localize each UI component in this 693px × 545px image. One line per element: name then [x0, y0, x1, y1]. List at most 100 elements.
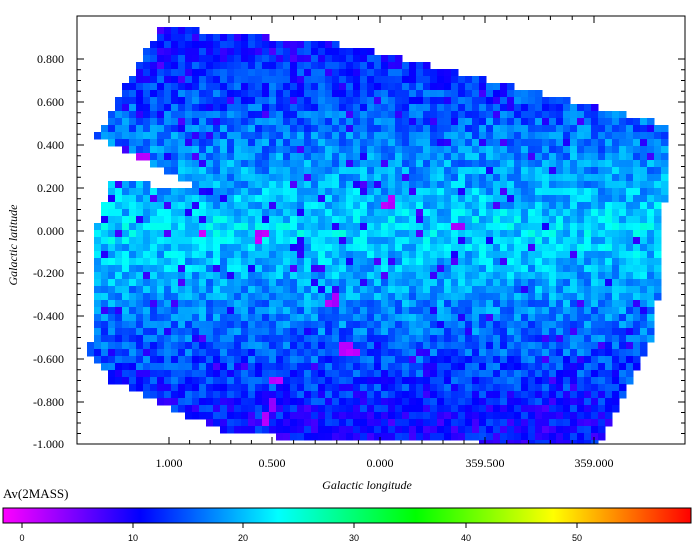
av-cell — [157, 300, 165, 308]
av-cell — [122, 132, 130, 140]
av-cell — [409, 300, 417, 308]
av-cell — [290, 146, 298, 154]
av-cell — [353, 160, 361, 168]
av-cell — [402, 167, 410, 175]
av-cell — [367, 160, 375, 168]
av-cell — [220, 132, 228, 140]
av-cell — [227, 223, 235, 231]
av-cell — [626, 118, 634, 126]
av-cell — [346, 419, 354, 427]
av-cell — [248, 363, 256, 371]
av-cell — [136, 181, 144, 189]
av-cell — [479, 279, 487, 287]
av-cell — [591, 118, 599, 126]
av-cell — [367, 230, 375, 238]
av-cell — [430, 76, 438, 84]
av-cell — [458, 125, 466, 133]
av-cell — [500, 153, 508, 161]
av-cell — [605, 167, 613, 175]
av-cell — [283, 272, 291, 280]
av-cell — [276, 398, 284, 406]
av-cell — [381, 188, 389, 196]
av-cell — [444, 195, 452, 203]
av-cell — [598, 328, 606, 336]
av-cell — [178, 90, 186, 98]
av-cell — [528, 349, 536, 357]
av-cell — [479, 265, 487, 273]
av-cell — [143, 118, 151, 126]
av-cell — [507, 356, 515, 364]
av-cell — [633, 300, 641, 308]
av-cell — [318, 237, 326, 245]
av-cell — [297, 174, 305, 182]
av-cell — [416, 174, 424, 182]
av-cell — [472, 377, 480, 385]
av-cell — [283, 167, 291, 175]
av-cell — [276, 125, 284, 133]
av-cell — [101, 349, 109, 357]
av-cell — [122, 195, 130, 203]
av-cell — [220, 55, 228, 63]
av-cell — [528, 342, 536, 350]
av-cell — [192, 55, 200, 63]
av-cell — [549, 335, 557, 343]
av-cell — [311, 244, 319, 252]
av-cell — [402, 76, 410, 84]
av-cell — [619, 251, 627, 259]
av-cell — [199, 111, 207, 119]
av-cell — [94, 132, 102, 140]
av-cell — [409, 69, 417, 77]
av-cell — [304, 251, 312, 259]
av-cell — [647, 209, 655, 217]
av-cell — [325, 209, 333, 217]
av-cell — [346, 97, 354, 105]
av-cell — [654, 286, 662, 294]
av-cell — [185, 202, 193, 210]
av-cell — [115, 125, 123, 133]
av-cell — [199, 118, 207, 126]
av-cell — [430, 356, 438, 364]
av-cell — [549, 279, 557, 287]
av-cell — [206, 293, 214, 301]
av-cell — [416, 384, 424, 392]
av-cell — [570, 419, 578, 427]
av-cell — [241, 230, 249, 238]
av-cell — [472, 258, 480, 266]
av-cell — [409, 139, 417, 147]
av-cell — [430, 300, 438, 308]
av-cell — [654, 237, 662, 245]
av-cell — [325, 370, 333, 378]
av-cell — [444, 419, 452, 427]
av-cell — [444, 146, 452, 154]
av-cell — [360, 104, 368, 112]
av-cell — [129, 314, 137, 322]
av-cell — [185, 405, 193, 413]
av-cell — [479, 146, 487, 154]
av-cell — [192, 349, 200, 357]
av-cell — [94, 237, 102, 245]
av-cell — [430, 349, 438, 357]
av-cell — [367, 328, 375, 336]
av-cell — [500, 111, 508, 119]
av-cell — [346, 160, 354, 168]
av-cell — [556, 286, 564, 294]
av-cell — [185, 223, 193, 231]
av-cell — [416, 181, 424, 189]
av-cell — [192, 69, 200, 77]
av-cell — [206, 349, 214, 357]
av-cell — [528, 188, 536, 196]
av-cell — [171, 111, 179, 119]
av-cell — [619, 209, 627, 217]
av-cell — [129, 230, 137, 238]
av-cell — [647, 139, 655, 147]
av-cell — [213, 321, 221, 329]
av-cell — [465, 160, 473, 168]
av-cell — [535, 104, 543, 112]
av-cell — [248, 293, 256, 301]
av-cell — [570, 237, 578, 245]
av-cell — [556, 118, 564, 126]
av-cell — [563, 426, 571, 434]
av-cell — [437, 342, 445, 350]
av-cell — [591, 125, 599, 133]
av-cell — [269, 391, 277, 399]
